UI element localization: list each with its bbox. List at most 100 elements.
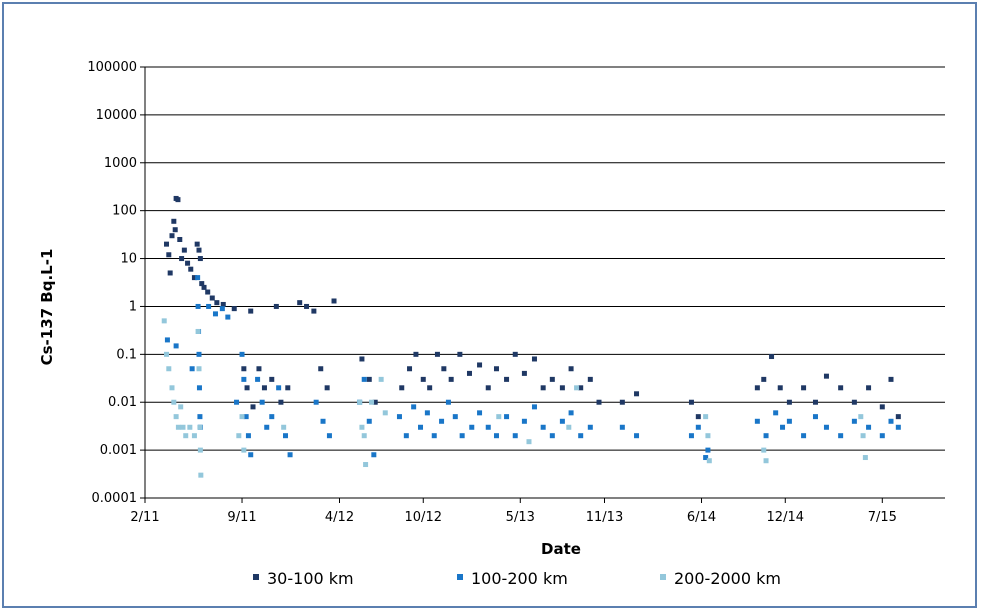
point-0-67	[619, 399, 625, 405]
point-0-66	[596, 399, 602, 405]
point-0-8	[177, 236, 183, 242]
point-1-66	[773, 410, 779, 416]
x-tick-label: 6/14	[687, 510, 716, 525]
point-0-72	[761, 376, 767, 382]
point-1-3	[195, 275, 201, 281]
point-0-82	[879, 404, 885, 410]
point-0-57	[512, 351, 518, 357]
point-1-22	[264, 424, 270, 430]
point-1-63	[705, 447, 711, 453]
point-2-1	[164, 351, 170, 357]
point-0-18	[201, 284, 207, 290]
point-2-23	[361, 433, 367, 439]
point-1-69	[801, 433, 807, 439]
point-0-3	[169, 233, 175, 239]
point-0-21	[214, 300, 220, 306]
point-0-43	[399, 385, 405, 391]
point-1-14	[234, 399, 240, 405]
legend-marker-2	[660, 574, 666, 580]
point-0-5	[172, 227, 178, 233]
x-tick-label: 2/11	[130, 510, 159, 525]
point-1-56	[578, 433, 584, 439]
point-0-25	[241, 366, 247, 372]
point-0-16	[197, 256, 203, 262]
point-0-29	[261, 385, 267, 391]
y-tick-label: 10	[120, 252, 137, 267]
point-0-76	[801, 385, 807, 391]
point-2-9	[183, 433, 189, 439]
data-points	[161, 195, 901, 478]
point-1-75	[879, 433, 885, 439]
point-0-51	[457, 351, 463, 357]
point-1-33	[371, 452, 377, 458]
point-1-71	[823, 424, 829, 430]
point-2-4	[171, 399, 177, 405]
point-0-2	[167, 270, 173, 276]
point-1-48	[504, 414, 510, 420]
series-0	[164, 195, 901, 420]
point-0-40	[359, 356, 365, 362]
point-0-15	[196, 247, 202, 253]
point-1-51	[531, 404, 537, 410]
point-0-80	[851, 399, 857, 405]
point-1-25	[283, 433, 289, 439]
point-1-13	[225, 314, 231, 320]
point-1-60	[688, 433, 694, 439]
point-0-56	[504, 376, 510, 382]
point-1-0	[164, 337, 170, 343]
point-1-52	[540, 424, 546, 430]
point-1-41	[445, 399, 451, 405]
point-2-29	[526, 439, 532, 445]
point-1-36	[411, 404, 417, 410]
point-2-39	[862, 455, 868, 461]
point-1-21	[259, 399, 265, 405]
point-1-15	[239, 351, 245, 357]
point-1-62	[703, 455, 709, 461]
point-1-54	[559, 418, 565, 424]
point-1-46	[485, 424, 491, 430]
point-2-22	[359, 424, 365, 430]
point-1-37	[418, 424, 424, 430]
point-1-6	[196, 351, 202, 357]
y-axis-ticks: 100000 10000 1000 100 10 1 0.1 0.01 0.001 0.0001	[87, 60, 145, 506]
point-1-65	[763, 433, 769, 439]
point-1-2	[189, 366, 195, 372]
point-2-6	[175, 424, 181, 430]
point-0-59	[531, 356, 537, 362]
point-0-17	[199, 281, 205, 287]
point-1-12	[219, 306, 225, 312]
point-0-75	[786, 399, 792, 405]
point-2-38	[860, 433, 866, 439]
point-0-41	[366, 376, 372, 382]
x-tick-label: 11/13	[586, 510, 623, 525]
point-0-9	[179, 256, 185, 262]
point-0-27	[250, 404, 256, 410]
point-0-14	[194, 241, 200, 247]
point-0-81	[866, 385, 872, 391]
y-tick-label: 0.0001	[92, 491, 138, 506]
point-1-43	[459, 433, 465, 439]
point-2-10	[187, 424, 193, 430]
x-tick-label: 9/11	[227, 510, 256, 525]
point-1-17	[243, 414, 249, 420]
point-0-44	[407, 366, 413, 372]
point-0-10	[181, 247, 187, 253]
point-1-45	[477, 410, 483, 416]
point-0-84	[895, 414, 901, 420]
point-1-31	[361, 376, 367, 382]
point-1-59	[634, 433, 640, 439]
point-0-30	[269, 376, 275, 382]
x-tick-label: 7/15	[868, 510, 897, 525]
point-0-20	[209, 295, 215, 301]
y-axis-title: Cs-137 Bq.L-1	[38, 249, 56, 366]
point-2-32	[703, 414, 709, 420]
point-0-7	[175, 197, 181, 203]
legend-label-2: 200-2000 km	[674, 569, 781, 588]
grid-lines	[144, 66, 945, 499]
point-2-31	[574, 385, 580, 391]
point-0-69	[688, 399, 694, 405]
point-2-34	[706, 458, 712, 464]
x-tick-label: 5/13	[506, 510, 535, 525]
series-2	[161, 318, 868, 478]
point-1-49	[512, 433, 518, 439]
